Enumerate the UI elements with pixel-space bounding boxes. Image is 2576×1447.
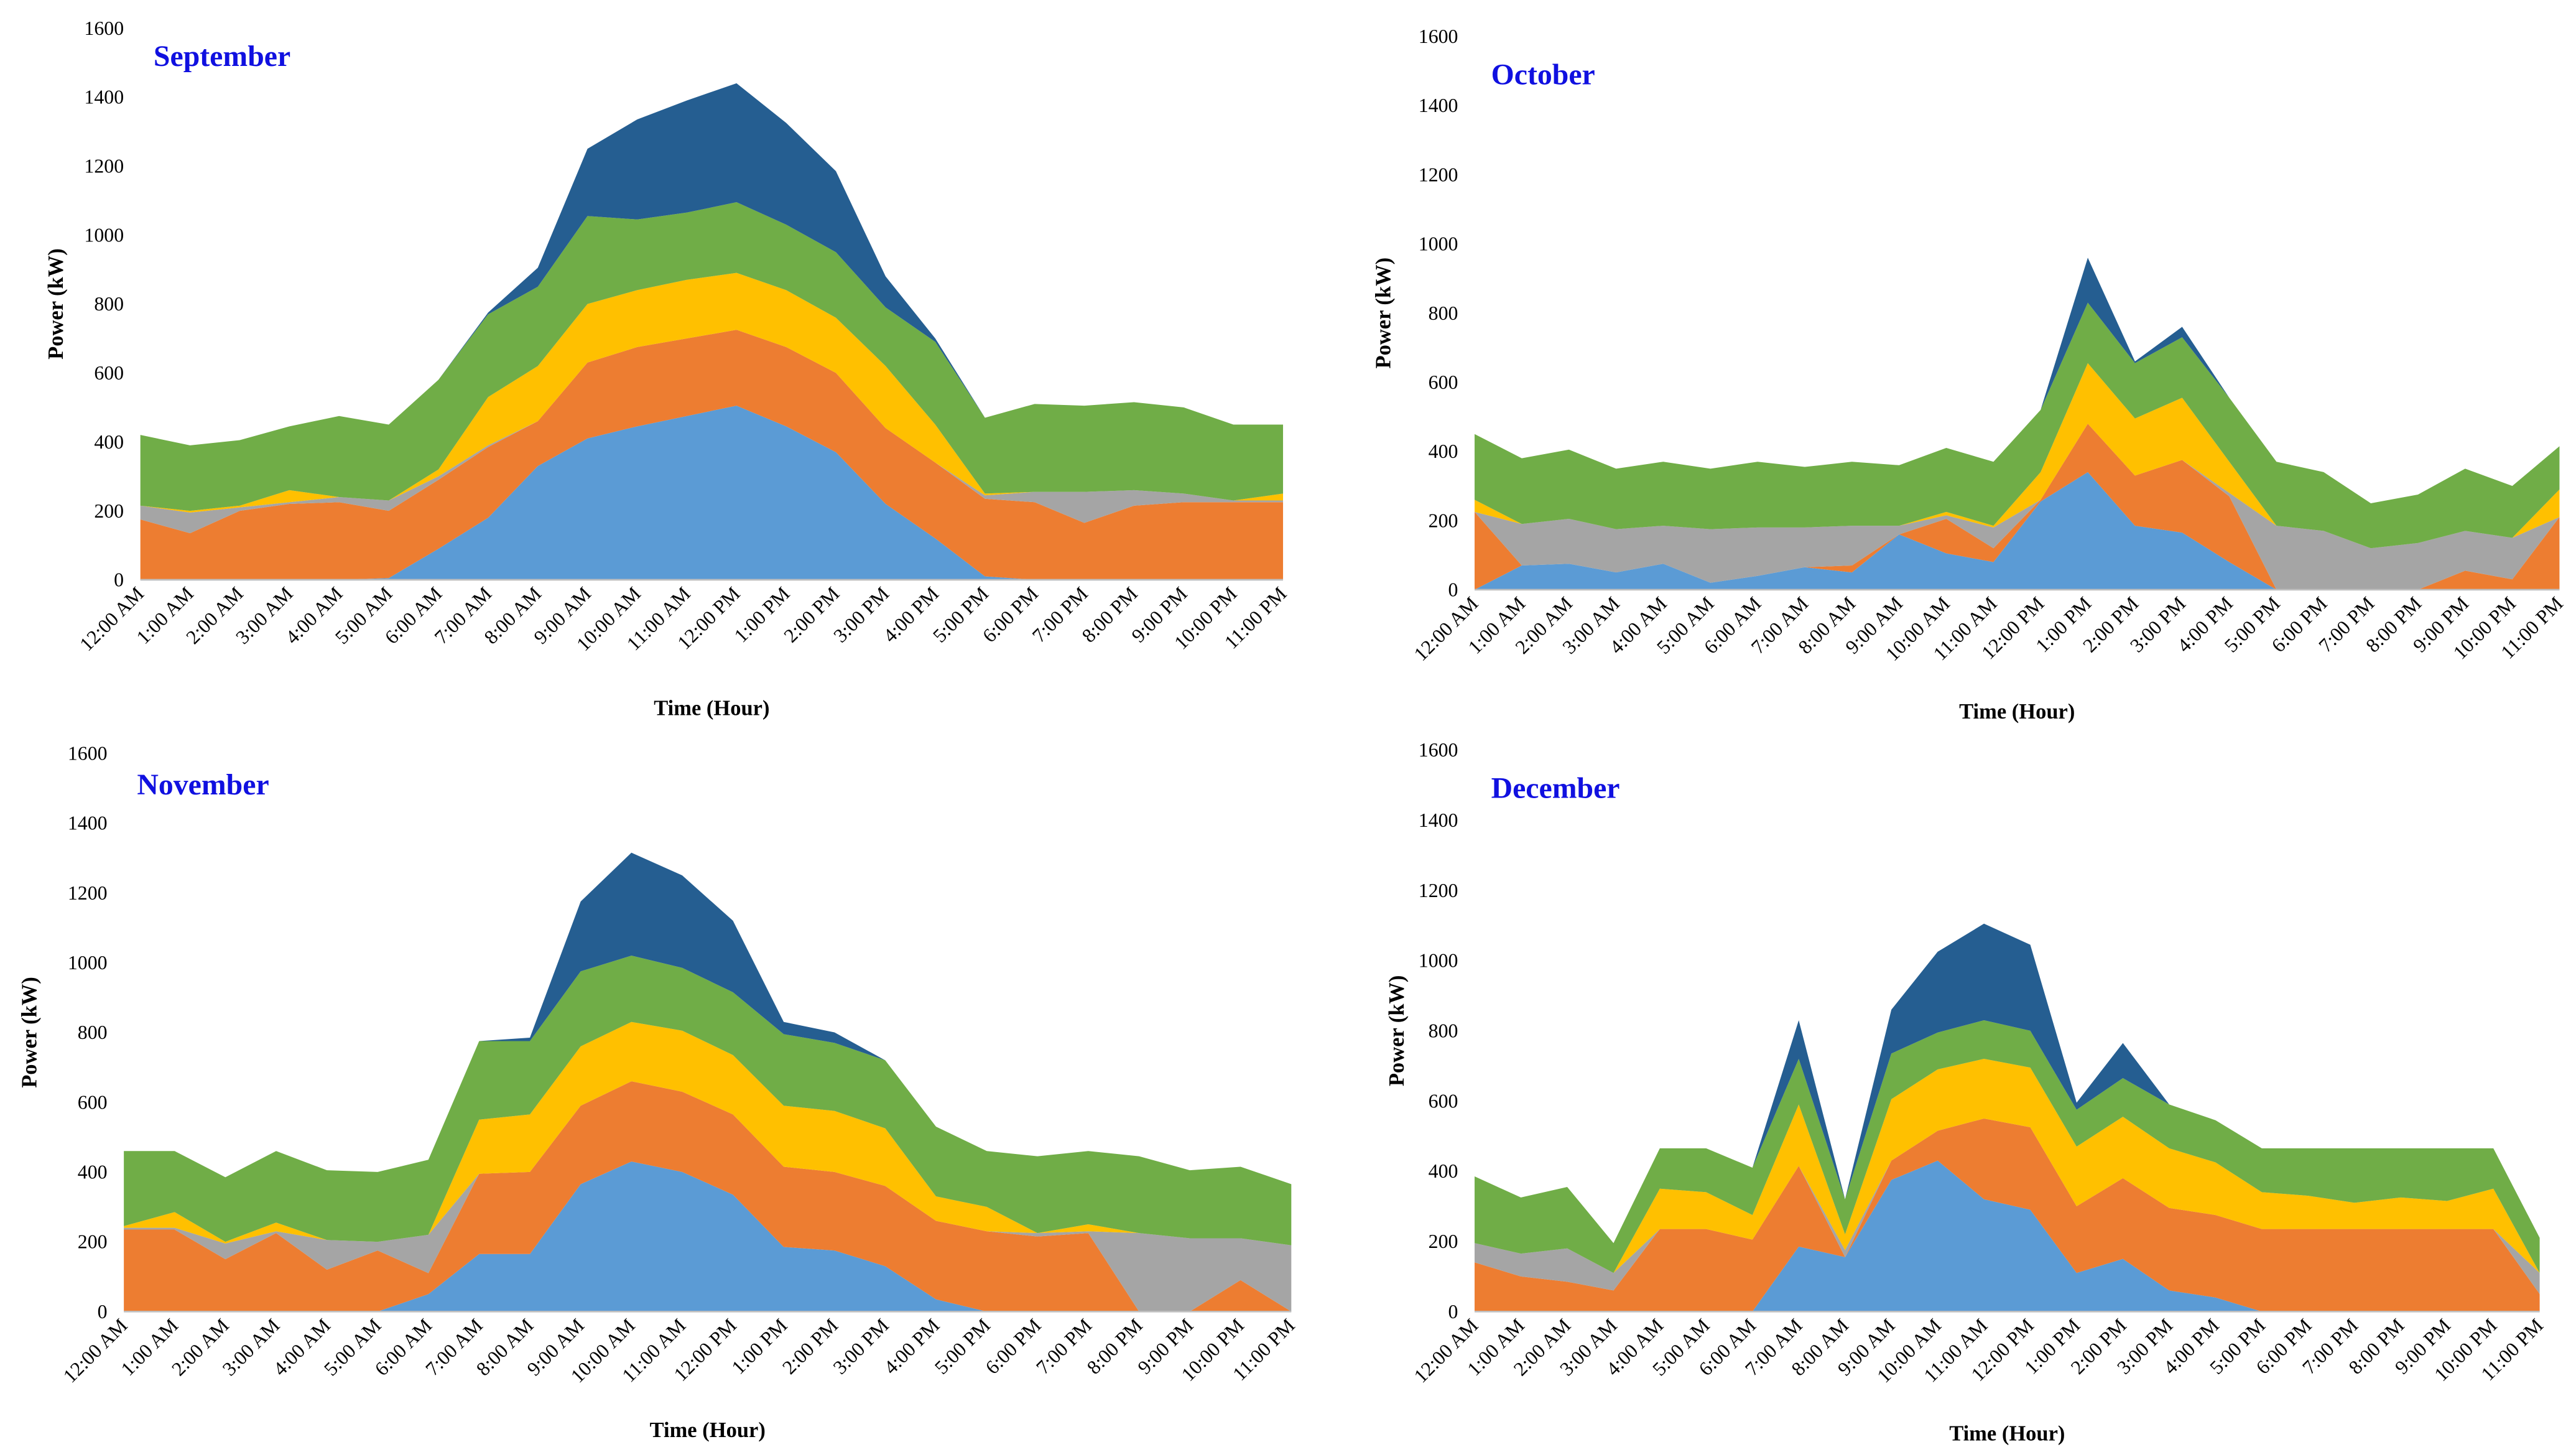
area <box>124 1161 1292 1312</box>
area <box>1475 424 2560 590</box>
area <box>1475 1118 2540 1312</box>
area <box>1475 1020 2540 1273</box>
x-tick-label: 8:00 PM <box>1078 583 1142 647</box>
area <box>1475 1059 2540 1273</box>
y-tick-label: 1400 <box>84 86 124 108</box>
x-tick-label: 12:00 AM <box>75 583 148 656</box>
area <box>1475 302 2560 549</box>
x-tick-label: 2:00 PM <box>778 1314 842 1379</box>
area <box>140 83 1284 445</box>
y-tick-label: 1200 <box>84 155 124 177</box>
area <box>140 272 1284 513</box>
y-tick-label: 400 <box>1429 1160 1458 1182</box>
y-tick-label: 0 <box>1448 1301 1458 1323</box>
chart-title: December <box>1491 771 1620 804</box>
x-tick-label: 12:00 AM <box>1410 1314 1483 1387</box>
x-tick-label: 4:00 PM <box>879 583 943 647</box>
y-tick-label: 200 <box>78 1231 108 1253</box>
y-tick-label: 600 <box>1429 371 1458 393</box>
y-tick-label: 1600 <box>84 17 124 39</box>
chart: 0 200 400 600 800 1000 1200 1400 1600 12:00 AM 1:0… <box>17 742 1299 1442</box>
x-tick-label: 1:00 PM <box>730 583 794 647</box>
y-tick-label: 800 <box>1429 302 1458 324</box>
y-tick-label: 1400 <box>1419 95 1458 116</box>
y-tick-label: 1200 <box>1419 880 1458 901</box>
x-tick-label: 3:00 PM <box>829 1314 893 1379</box>
chart-title: October <box>1491 58 1595 91</box>
x-axis-label: Time (Hour) <box>1949 1421 2065 1445</box>
y-tick-label: 1200 <box>68 882 108 904</box>
y-tick-label: 400 <box>94 431 124 453</box>
area <box>124 1021 1292 1245</box>
y-tick-label: 600 <box>1429 1090 1458 1112</box>
y-tick-label: 1400 <box>1419 809 1458 831</box>
area <box>124 956 1292 1245</box>
y-tick-label: 400 <box>1429 440 1458 462</box>
y-tick-label: 800 <box>78 1021 108 1043</box>
y-axis-label: Power (kW) <box>1372 258 1396 369</box>
x-tick-label: 1:00 PM <box>728 1314 792 1379</box>
area <box>1475 1118 2540 1295</box>
y-tick-label: 0 <box>114 569 124 591</box>
x-tick-label: 4:00 PM <box>879 1314 943 1379</box>
y-tick-label: 0 <box>1448 579 1458 601</box>
area <box>124 852 1292 1184</box>
area <box>1475 472 2560 590</box>
y-axis-label: Power (kW) <box>44 248 68 360</box>
area <box>1475 923 2540 1244</box>
area <box>140 202 1284 511</box>
area <box>140 330 1284 580</box>
y-tick-label: 800 <box>94 293 124 315</box>
area <box>124 1081 1292 1312</box>
x-tick-label: 8:00 PM <box>1083 1314 1147 1379</box>
x-tick-label: 2:00 PM <box>780 583 844 647</box>
x-tick-label: 5:00 PM <box>930 1314 994 1379</box>
y-tick-label: 600 <box>94 362 124 384</box>
y-tick-label: 1600 <box>1419 26 1458 47</box>
y-tick-label: 200 <box>94 500 124 522</box>
y-tick-label: 1200 <box>1419 164 1458 185</box>
x-axis-label: Time (Hour) <box>650 1418 766 1442</box>
y-tick-label: 800 <box>1429 1020 1458 1041</box>
x-tick-label: 3:00 PM <box>829 583 893 647</box>
x-tick-label: 7:00 PM <box>1032 1314 1096 1379</box>
area <box>1475 363 2560 549</box>
y-tick-label: 1600 <box>68 742 108 764</box>
x-tick-label: 6:00 PM <box>981 1314 1045 1379</box>
y-tick-label: 1000 <box>1419 950 1458 972</box>
y-tick-label: 1600 <box>1419 739 1458 761</box>
y-tick-label: 200 <box>1429 1231 1458 1252</box>
x-axis-label: Time (Hour) <box>654 697 769 720</box>
y-tick-label: 1400 <box>68 812 108 834</box>
chart-title: September <box>154 40 290 73</box>
area <box>1475 1160 2540 1312</box>
x-tick-label: 5:00 PM <box>929 583 993 647</box>
y-axis-label: Power (kW) <box>1385 975 1409 1087</box>
y-tick-label: 200 <box>1429 509 1458 531</box>
x-tick-label: 12:00 AM <box>59 1314 132 1387</box>
y-tick-label: 600 <box>78 1091 108 1113</box>
chart-title: November <box>137 768 269 801</box>
y-tick-label: 400 <box>78 1161 108 1183</box>
x-tick-label: 12:00 AM <box>1410 592 1483 665</box>
x-tick-label: 7:00 PM <box>1028 583 1092 647</box>
x-tick-label: 6:00 PM <box>978 583 1042 647</box>
y-tick-label: 1000 <box>1419 233 1458 255</box>
y-tick-label: 1000 <box>68 952 108 974</box>
y-tick-label: 1000 <box>84 224 124 246</box>
y-axis-label: Power (kW) <box>17 977 41 1088</box>
area <box>124 1081 1292 1312</box>
chart: 0 200 400 600 800 1000 1200 1400 1600 12:00 AM 1:0… <box>44 17 1291 720</box>
y-tick-label: 0 <box>98 1301 108 1323</box>
area <box>140 406 1284 580</box>
x-axis-label: Time (Hour) <box>1959 700 2075 724</box>
